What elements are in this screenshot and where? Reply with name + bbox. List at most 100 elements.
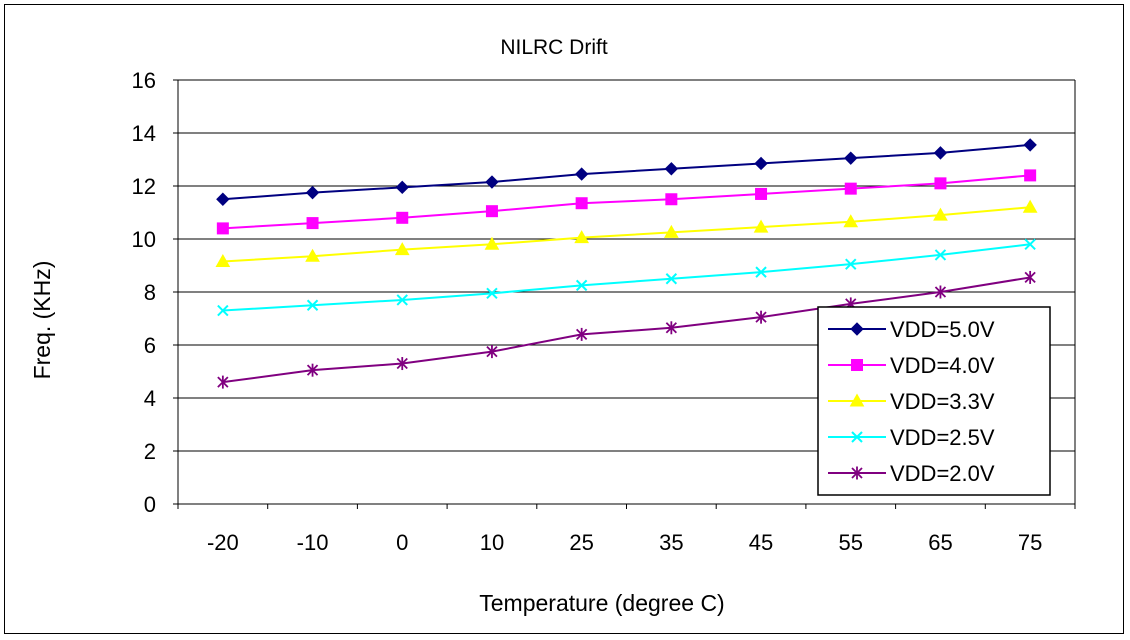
- x-marker: [755, 266, 767, 278]
- x-marker-stroke: [396, 294, 408, 306]
- square-marker: [306, 217, 319, 230]
- series-line: [222, 276, 1031, 384]
- triangle-marker: [305, 248, 320, 262]
- diamond-marker: [754, 156, 768, 171]
- legend-item: VDD=3.3V: [828, 389, 995, 414]
- y-tick-label: 12: [132, 174, 156, 199]
- x-marker-stroke: [845, 258, 857, 270]
- diamond-marker: [933, 146, 948, 160]
- square-marker: [1024, 169, 1037, 182]
- x-tick-label: 45: [749, 530, 773, 555]
- x-marker-stroke: [575, 279, 588, 292]
- x-marker: [396, 294, 408, 306]
- triangle-marker: [663, 224, 679, 238]
- x-marker-stroke: [217, 304, 229, 317]
- x-marker: [575, 279, 588, 292]
- asterisk-marker: [306, 363, 319, 377]
- diamond-marker: [395, 180, 409, 195]
- asterisk-marker: [576, 327, 588, 341]
- asterisk-marker: [217, 375, 229, 389]
- x-marker: [845, 258, 857, 270]
- series-5: [217, 270, 1036, 389]
- y-tick-label: 10: [132, 227, 156, 252]
- x-marker: [665, 273, 678, 285]
- x-axis-title: Temperature (degree C): [479, 590, 724, 616]
- series-2: [216, 169, 1037, 235]
- chart-title: NILRC Drift: [500, 36, 608, 59]
- legend-label: VDD=4.0V: [890, 353, 995, 378]
- series: [215, 138, 1038, 389]
- diamond-marker: [216, 192, 230, 206]
- asterisk-marker: [486, 345, 498, 359]
- diamond-marker: [850, 322, 864, 336]
- x-tick-label: 55: [839, 530, 863, 555]
- diamond-marker: [305, 185, 320, 200]
- legend-label: VDD=2.0V: [890, 461, 995, 486]
- y-tick-label: 16: [132, 68, 156, 93]
- square-marker: [485, 205, 498, 218]
- y-tick-label: 8: [144, 280, 156, 305]
- asterisk-marker: [755, 310, 767, 324]
- diamond-marker: [844, 151, 858, 165]
- x-marker-stroke: [665, 273, 678, 285]
- x-marker-stroke: [934, 249, 947, 261]
- legend-item: VDD=5.0V: [828, 317, 995, 342]
- series-line: [222, 174, 1031, 230]
- square-marker: [665, 193, 678, 206]
- triangle-marker: [215, 254, 231, 268]
- triangle-marker: [843, 214, 859, 228]
- x-marker: [486, 287, 498, 300]
- triangle-marker: [753, 219, 769, 233]
- diamond-marker: [574, 167, 589, 181]
- triangle-marker: [849, 393, 865, 407]
- x-marker-stroke: [851, 431, 863, 443]
- series-4: [217, 238, 1036, 317]
- axes: 0 2 4 6 8 10 12 14 16 -20 -10 0 10 25 35 45 55 65 75: [132, 68, 1076, 555]
- x-tick-label: 35: [659, 530, 683, 555]
- x-marker-stroke: [755, 266, 767, 278]
- triangle-marker: [484, 236, 500, 250]
- diamond-marker: [1023, 138, 1037, 152]
- square-marker: [844, 182, 857, 195]
- x-tick-label: -10: [297, 530, 329, 555]
- x-tick-label: 75: [1018, 530, 1042, 555]
- series-line: [222, 206, 1031, 263]
- x-marker: [934, 249, 947, 261]
- asterisk-marker: [396, 357, 408, 371]
- triangle-marker: [394, 242, 410, 256]
- triangle-marker: [574, 230, 590, 244]
- square-marker: [851, 359, 863, 371]
- x-tick-label: -20: [207, 530, 239, 555]
- legend-item: VDD=2.5V: [828, 425, 995, 450]
- triangle-marker: [933, 207, 948, 221]
- square-marker: [755, 187, 768, 200]
- x-marker-stroke: [1024, 238, 1036, 251]
- x-marker: [306, 299, 319, 311]
- series-line: [222, 143, 1031, 201]
- legend-item: VDD=2.0V: [828, 461, 995, 486]
- diamond-marker: [485, 175, 499, 189]
- x-marker-stroke: [306, 299, 319, 311]
- y-tick-label: 4: [144, 386, 156, 411]
- x-tick-label: 10: [480, 530, 504, 555]
- square-marker: [934, 177, 947, 190]
- x-tick-label: 65: [928, 530, 952, 555]
- asterisk-marker: [665, 321, 677, 335]
- y-axis-title: Freq. (KHz): [29, 261, 55, 380]
- x-tick-label: 25: [569, 530, 593, 555]
- x-marker-stroke: [486, 287, 498, 300]
- y-tick-label: 14: [132, 121, 156, 146]
- series-line: [222, 243, 1031, 312]
- asterisk-marker: [1024, 270, 1036, 284]
- square-marker: [216, 222, 229, 235]
- legend: VDD=5.0V VDD=4.0V VDD=3.3V VDD=2.5V VDD=2.0V: [817, 306, 1051, 496]
- y-tick-label: 0: [144, 492, 156, 517]
- triangle-marker: [1022, 199, 1038, 213]
- x-tick-label: 0: [396, 530, 408, 555]
- series-1: [216, 138, 1037, 206]
- y-tick-label: 6: [144, 333, 156, 358]
- asterisk-marker: [851, 466, 863, 480]
- x-marker: [217, 304, 229, 317]
- series-3: [215, 199, 1038, 268]
